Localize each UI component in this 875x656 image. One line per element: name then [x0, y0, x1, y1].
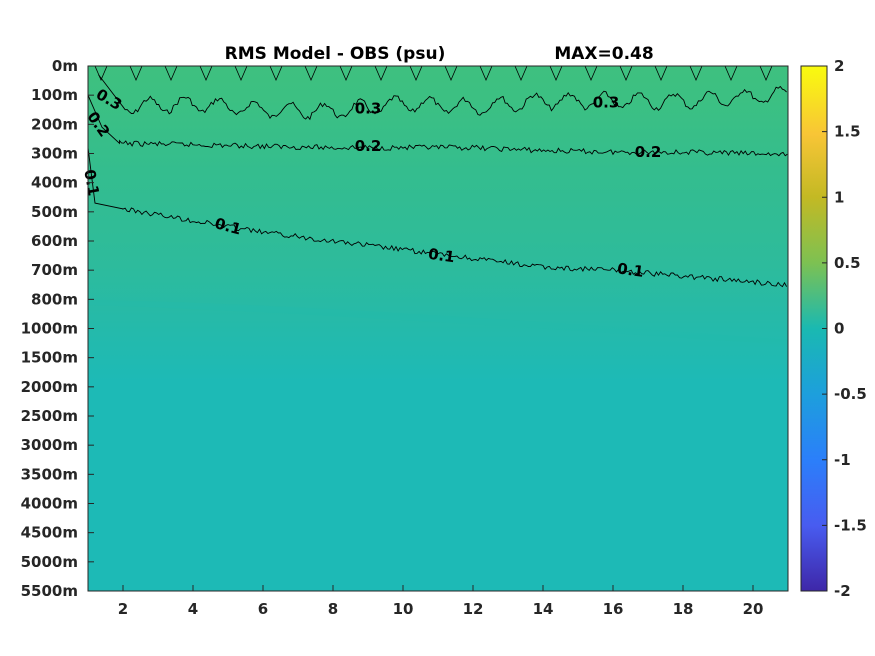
- y-tick-label: 0m: [52, 57, 78, 75]
- contour-lines: [87, 65, 788, 288]
- contour-label: 0.3: [593, 93, 620, 111]
- contour-label: 0.2: [355, 137, 382, 155]
- colorbar-tick-label: -2: [834, 582, 851, 600]
- contour-line-0.2: [87, 94, 788, 157]
- y-tick-label: 1000m: [21, 320, 78, 338]
- colorbar-tick-label: 1: [834, 188, 844, 206]
- colorbar-tick-label: 0: [834, 320, 844, 338]
- y-tick-label: 800m: [31, 290, 78, 308]
- y-tick-label: 3500m: [21, 465, 78, 483]
- x-tick-label: 12: [463, 600, 484, 618]
- y-tick-label: 600m: [31, 232, 78, 250]
- x-axis: 2 4 6 8 10 12 14 16 18 20: [118, 585, 764, 618]
- contour-label: 0.2: [635, 143, 662, 161]
- x-tick-label: 2: [118, 600, 128, 618]
- colorbar-tick-label: -1: [834, 451, 851, 469]
- y-tick-label: 2000m: [21, 378, 78, 396]
- y-tick-label: 4000m: [21, 495, 78, 513]
- colorbar-tick-label: 1.5: [834, 123, 861, 141]
- colorbar-tick-label: -0.5: [834, 385, 867, 403]
- x-tick-label: 18: [673, 600, 694, 618]
- contour-label: 0.3: [355, 99, 382, 117]
- y-tick-label: 4500m: [21, 524, 78, 542]
- x-tick-label: 4: [188, 600, 198, 618]
- contour-line-0.1: [87, 147, 787, 288]
- y-tick-label: 300m: [31, 145, 78, 163]
- colorbar-ticks: 2 1.5 1 0.5 0 -0.5 -1 -1.5 -2: [822, 57, 867, 600]
- y-tick-label: 3000m: [21, 436, 78, 454]
- chart-title: RMS Model - OBS (psu): [225, 44, 446, 64]
- colorbar-tick-label: -1.5: [834, 516, 867, 534]
- x-tick-label: 10: [393, 600, 414, 618]
- x-tick-label: 14: [533, 600, 554, 618]
- y-tick-label: 5000m: [21, 553, 78, 571]
- x-tick-label: 8: [328, 600, 338, 618]
- contour-surface-fragments: [94, 65, 773, 82]
- y-tick-label: 2500m: [21, 407, 78, 425]
- y-tick-label: 5500m: [21, 582, 78, 600]
- y-axis: 0m 100m 200m 300m 400m 500m 600m 700m 800m 1000m 1…: [21, 57, 94, 600]
- x-tick-label: 20: [743, 600, 764, 618]
- contour-label: 0.1: [427, 245, 456, 267]
- heatmap-band: [88, 300, 788, 345]
- contour-label: 0.1: [616, 259, 645, 281]
- colorbar-tick-label: 0.5: [834, 254, 861, 272]
- y-tick-label: 500m: [31, 203, 78, 221]
- contour-line-0.3: [98, 74, 787, 121]
- y-tick-label: 1500m: [21, 349, 78, 367]
- y-tick-label: 200m: [31, 115, 78, 133]
- y-tick-label: 400m: [31, 174, 78, 192]
- x-tick-label: 6: [258, 600, 268, 618]
- x-tick-label: 16: [603, 600, 624, 618]
- colorbar-tick-label: 2: [834, 57, 844, 75]
- y-tick-label: 100m: [31, 86, 78, 104]
- y-tick-label: 700m: [31, 261, 78, 279]
- max-annotation: MAX=0.48: [554, 44, 653, 64]
